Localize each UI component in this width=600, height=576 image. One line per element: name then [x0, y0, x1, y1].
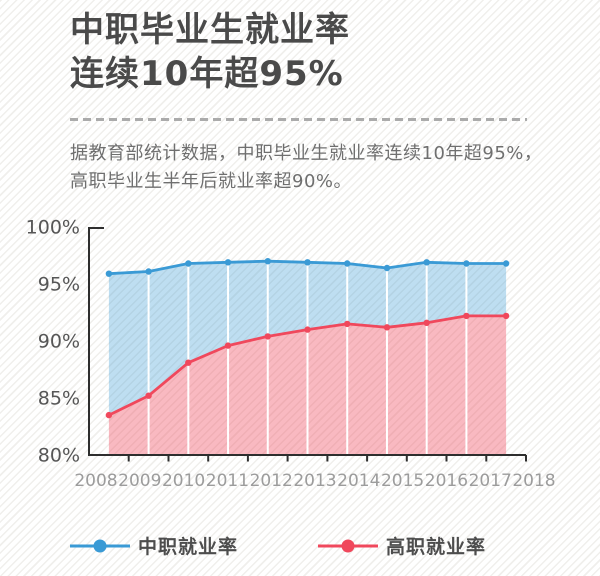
- data-point: [264, 258, 271, 265]
- x-axis-label: 2015: [381, 471, 424, 491]
- x-axis-label: 2018: [512, 471, 555, 491]
- y-axis-label: 80%: [38, 445, 80, 467]
- poster-subtitle: 据教育部统计数据，中职毕业生就业率连续10年超95%， 高职毕业生半年后就业率超…: [70, 140, 542, 196]
- legend-item-higher-vocational: 高职就业率: [318, 532, 486, 559]
- data-point: [344, 320, 351, 328]
- y-axis-label: 95%: [38, 274, 80, 296]
- legend-item-secondary-vocational: 中职就业率: [70, 532, 238, 559]
- data-point: [145, 392, 152, 399]
- x-axis-label: 2013: [293, 471, 336, 491]
- employment-rate-chart: 100% 95% 90% 85% 80% 2008 2009 2010 2011 2012 2013…: [26, 217, 556, 492]
- data-point: [344, 260, 351, 267]
- x-axis-label: 2008: [74, 471, 117, 491]
- y-axis-label: 90%: [38, 331, 80, 353]
- x-axis-label: 2016: [425, 471, 468, 491]
- data-point: [185, 260, 192, 267]
- data-point: [423, 259, 430, 266]
- x-axis-label: 2017: [469, 471, 512, 491]
- legend-marker-blue-line-dot: [70, 539, 130, 552]
- data-point: [383, 264, 391, 272]
- data-point: [224, 259, 232, 266]
- data-point: [264, 333, 271, 340]
- data-point: [502, 312, 510, 320]
- subtitle-line1: 据教育部统计数据，中职毕业生就业率连续10年超95%，: [70, 143, 543, 164]
- poster-title-line1: 中职毕业生就业率: [70, 10, 350, 50]
- y-axis-label: 85%: [38, 388, 80, 410]
- legend-marker-red-line-dot: [318, 539, 379, 552]
- data-point: [105, 270, 113, 277]
- data-point: [502, 260, 510, 267]
- data-point: [463, 312, 470, 320]
- poster-title-line2: 连续10年超95%: [70, 54, 344, 94]
- x-axis-label: 2011: [206, 471, 249, 491]
- subtitle-line2: 高职毕业生半年后就业率超90%。: [70, 171, 353, 192]
- data-point: [463, 260, 470, 267]
- data-point: [304, 259, 311, 266]
- x-axis-label: 2010: [162, 471, 205, 491]
- legend-label-higher: 高职就业率: [386, 536, 487, 558]
- data-point: [185, 359, 192, 366]
- x-axis-label: 2012: [250, 471, 293, 491]
- data-point: [105, 411, 113, 419]
- chart-legend: 中职就业率 高职就业率: [70, 532, 486, 559]
- legend-label-secondary: 中职就业率: [138, 536, 239, 558]
- x-axis-label: 2014: [337, 471, 380, 491]
- data-point: [304, 326, 311, 333]
- data-point: [224, 342, 232, 349]
- axis-lines: [88, 227, 526, 456]
- x-axis-label: 2009: [118, 471, 161, 491]
- title-block: 中职毕业生就业率 连续10年超95%: [70, 8, 350, 96]
- dashed-divider: [70, 118, 527, 121]
- data-point: [145, 268, 152, 275]
- data-point: [423, 319, 430, 326]
- y-axis-label: 100%: [26, 217, 80, 239]
- area-secondary-vocational: [108, 261, 507, 416]
- data-point: [383, 324, 391, 331]
